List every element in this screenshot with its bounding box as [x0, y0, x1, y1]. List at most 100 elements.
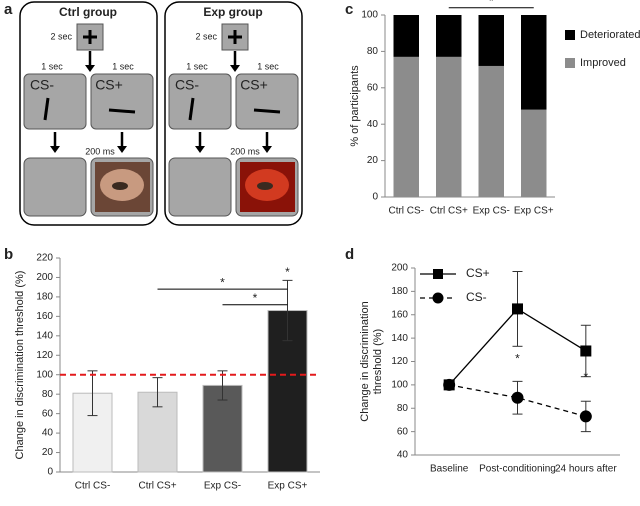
cue-label: CS+: [240, 77, 268, 93]
y-tick-label: 0: [372, 192, 378, 203]
y-tick-label: 40: [397, 450, 409, 461]
bar-segment: [393, 15, 419, 57]
duration-label: 1 sec: [186, 61, 208, 71]
x-tick-label: Ctrl CS-: [388, 206, 424, 217]
duration-label: 1 sec: [41, 61, 63, 71]
x-tick-label: Ctrl CS+: [138, 481, 176, 492]
marker: [512, 303, 523, 315]
legend-label: CS-: [466, 290, 487, 304]
group-title: Exp group: [203, 5, 262, 19]
cue-bar: [188, 97, 195, 121]
marker: [443, 378, 456, 391]
y-tick-label: 100: [361, 10, 378, 21]
significance-star: *: [285, 265, 290, 279]
marker: [580, 345, 592, 357]
bar-segment: [436, 56, 462, 197]
cue-bar: [43, 97, 50, 121]
cue-label: CS-: [30, 77, 54, 93]
y-tick-label: 120: [36, 350, 53, 361]
bar-segment: [478, 65, 504, 198]
x-tick-label: Baseline: [430, 464, 469, 475]
cue-box: [168, 73, 232, 130]
x-tick-label: 24 hours after: [555, 464, 617, 475]
y-tick-label: 40: [42, 428, 54, 439]
duration-label: 1 sec: [257, 61, 279, 71]
x-tick-label: Exp CS+: [268, 481, 308, 492]
x-tick-label: Exp CS+: [514, 206, 554, 217]
outcome-box: [168, 157, 232, 217]
duration-label: 200 ms: [85, 146, 115, 156]
legend-label: Deteriorated: [580, 29, 640, 41]
cue-box: [23, 73, 87, 130]
y-tick-label: 200: [36, 272, 53, 283]
bar-segment: [393, 56, 419, 197]
y-tick-label: 20: [367, 155, 379, 166]
y-tick-label: 180: [36, 292, 53, 303]
arrow-head: [85, 65, 95, 72]
panel-letter: d: [345, 246, 354, 263]
group-title: Ctrl group: [59, 5, 117, 19]
y-tick-label: 100: [391, 380, 408, 391]
y-tick-label: 40: [367, 119, 379, 130]
y-tick-label: 160: [391, 309, 408, 320]
duration-label: 2 sec: [50, 31, 72, 41]
y-tick-label: 60: [42, 408, 54, 419]
legend-swatch: [565, 58, 575, 68]
outcome-box: [23, 157, 87, 217]
x-tick-label: Ctrl CS+: [430, 206, 468, 217]
x-tick-label: Exp CS-: [473, 206, 510, 217]
marker: [579, 410, 592, 423]
arrow-head: [195, 146, 205, 153]
duration-label: 200 ms: [230, 146, 260, 156]
cue-bar: [108, 108, 136, 114]
significance-star: *: [220, 275, 225, 289]
legend-marker: [432, 292, 444, 304]
x-tick-label: Ctrl CS-: [75, 481, 111, 492]
y-tick-label: 20: [42, 447, 54, 458]
y-axis-label: threshold (%): [372, 329, 384, 394]
bar-segment: [521, 15, 547, 110]
cue-label: CS-: [175, 77, 199, 93]
y-axis-label: % of participants: [349, 65, 361, 147]
y-tick-label: 220: [36, 253, 53, 264]
marker: [511, 391, 524, 404]
legend-label: CS+: [466, 266, 490, 280]
y-tick-label: 200: [391, 263, 408, 274]
legend-swatch: [565, 30, 575, 40]
significance-star: *: [253, 291, 258, 305]
bar-segment: [478, 15, 504, 66]
y-tick-label: 80: [367, 46, 379, 57]
cue-box: [235, 73, 299, 130]
cue-box: [90, 73, 154, 130]
panel-letter: c: [345, 1, 353, 18]
y-tick-label: 100: [36, 369, 53, 380]
panel-letter: a: [4, 1, 13, 18]
y-axis-label: Change in discrimination threshold (%): [14, 271, 26, 460]
significance-star: *: [583, 370, 588, 384]
legend-marker: [433, 269, 443, 279]
y-tick-label: 0: [47, 467, 53, 478]
arrow-head: [262, 146, 272, 153]
legend-label: Improved: [580, 57, 626, 69]
arrow-head: [50, 146, 60, 153]
x-tick-label: Exp CS-: [204, 481, 241, 492]
duration-label: 2 sec: [195, 31, 217, 41]
arrow-head: [230, 65, 240, 72]
bar-segment: [521, 109, 547, 197]
photo-eye: [257, 182, 273, 190]
arrow-head: [117, 146, 127, 153]
y-tick-label: 80: [397, 403, 409, 414]
y-axis-label: Change in discrimination: [359, 301, 371, 421]
cue-label: CS+: [95, 77, 123, 93]
bar-segment: [436, 15, 462, 57]
significance-star: *: [489, 0, 494, 8]
y-tick-label: 80: [42, 389, 54, 400]
y-tick-label: 160: [36, 311, 53, 322]
cue-bar: [253, 108, 281, 114]
duration-label: 1 sec: [112, 61, 134, 71]
y-tick-label: 140: [36, 330, 53, 341]
y-tick-label: 120: [391, 356, 408, 367]
y-tick-label: 140: [391, 333, 408, 344]
x-tick-label: Post-conditioning: [479, 464, 556, 475]
